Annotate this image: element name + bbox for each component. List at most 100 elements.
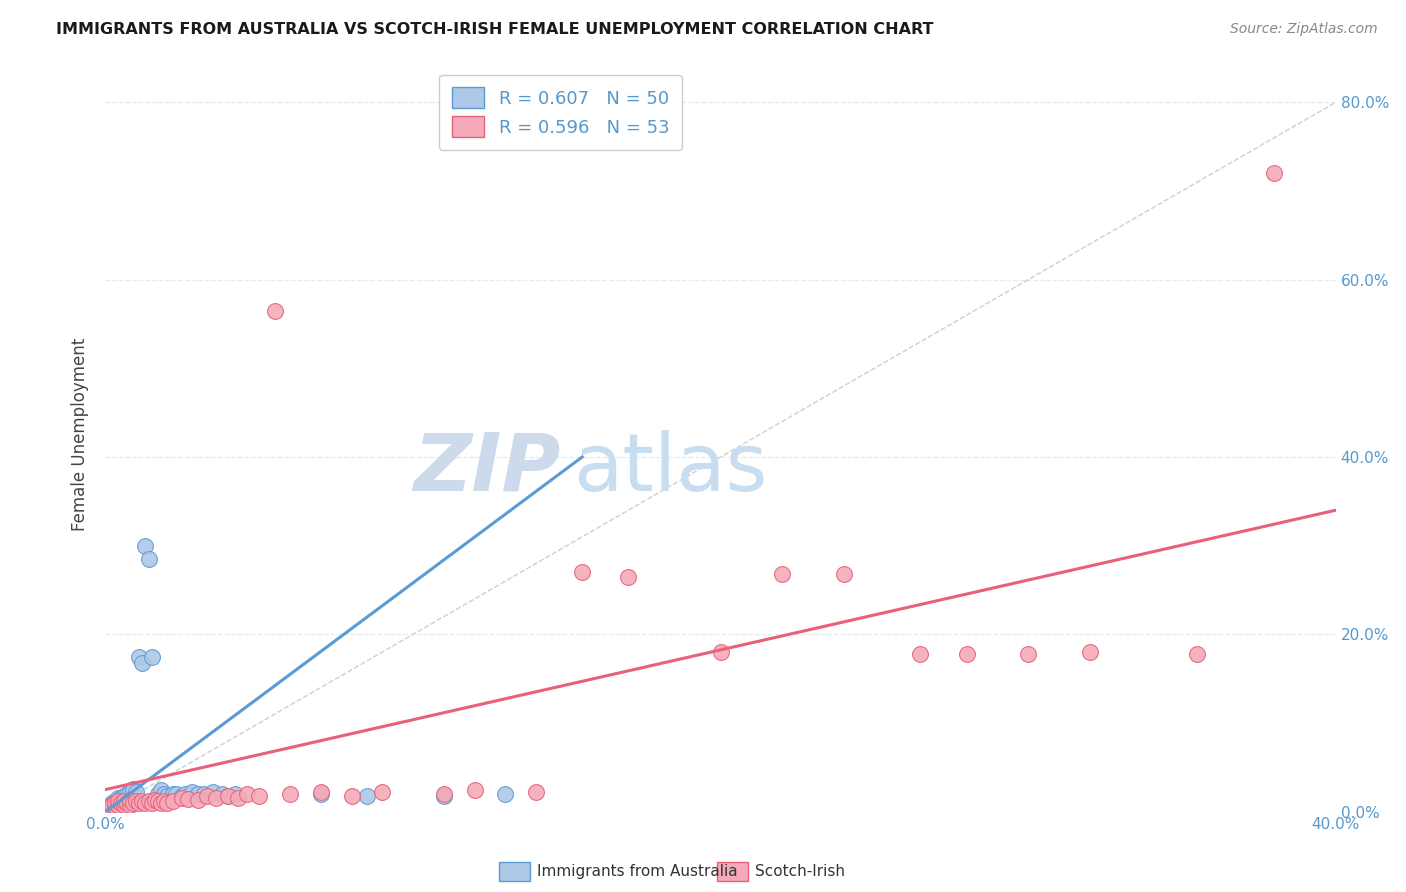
Point (162, 787, 184, 801)
Point (110, 791, 132, 805)
Point (125, 794, 148, 808)
Point (122, 796, 145, 810)
Point (156, 789, 179, 803)
Point (115, 787, 138, 801)
Point (120, 785, 141, 799)
Point (107, 797, 129, 812)
Point (112, 793, 135, 807)
Point (910, 647, 932, 661)
Point (172, 789, 194, 803)
Point (205, 790, 228, 805)
Point (122, 781, 145, 796)
Point (433, 787, 456, 801)
Point (141, 796, 163, 810)
Point (112, 789, 135, 803)
Point (107, 790, 129, 805)
Point (236, 787, 259, 801)
Point (224, 787, 246, 801)
Point (97, 800, 120, 814)
Point (120, 797, 141, 812)
Point (112, 797, 135, 812)
Point (1017, 647, 1039, 661)
Point (172, 791, 194, 805)
Text: ZIP: ZIP (413, 430, 561, 508)
Point (122, 789, 145, 803)
Point (104, 796, 127, 810)
Point (153, 787, 176, 801)
Point (141, 649, 163, 664)
Point (143, 793, 166, 807)
Point (115, 794, 138, 808)
Text: atlas: atlas (574, 430, 768, 508)
Point (832, 567, 855, 582)
Point (153, 794, 176, 808)
Point (138, 794, 160, 808)
Point (1187, 647, 1209, 661)
Point (120, 793, 141, 807)
Point (464, 782, 486, 797)
Point (187, 787, 209, 801)
Point (162, 794, 184, 808)
Point (195, 789, 218, 803)
Point (1078, 645, 1101, 659)
Point (263, 303, 285, 318)
Point (211, 787, 233, 801)
Point (309, 785, 332, 799)
Point (138, 552, 160, 566)
Point (100, 797, 122, 812)
Point (120, 791, 141, 805)
Point (104, 796, 127, 810)
Point (100, 800, 122, 814)
Point (107, 794, 129, 808)
Point (104, 798, 127, 813)
Point (218, 789, 240, 803)
Point (247, 789, 270, 803)
Point (110, 800, 132, 814)
Point (187, 793, 209, 807)
Point (107, 793, 129, 807)
Point (571, 566, 593, 580)
Text: IMMIGRANTS FROM AUSTRALIA VS SCOTCH-IRISH FEMALE UNEMPLOYMENT CORRELATION CHART: IMMIGRANTS FROM AUSTRALIA VS SCOTCH-IRIS… (56, 22, 934, 37)
Point (128, 796, 150, 810)
Point (710, 645, 733, 659)
Point (340, 789, 363, 803)
Point (146, 787, 169, 801)
Point (494, 787, 516, 801)
Point (149, 796, 172, 810)
Point (112, 797, 135, 812)
Point (131, 656, 153, 670)
Point (110, 796, 132, 810)
Point (110, 796, 132, 810)
Point (100, 797, 122, 812)
Point (100, 796, 122, 810)
Point (112, 794, 135, 808)
Y-axis label: Female Unemployment: Female Unemployment (72, 338, 90, 532)
Point (97, 799, 120, 814)
Point (107, 799, 129, 814)
Point (104, 794, 127, 808)
Point (433, 789, 456, 803)
Point (309, 787, 332, 801)
Point (278, 787, 301, 801)
Point (371, 785, 394, 799)
Point (128, 649, 150, 664)
Point (125, 785, 148, 799)
Point (156, 796, 179, 810)
Point (218, 789, 240, 803)
Point (524, 785, 547, 799)
Point (193, 787, 215, 801)
Point (149, 782, 172, 797)
Text: Source: ZipAtlas.com: Source: ZipAtlas.com (1230, 22, 1378, 37)
Point (770, 567, 793, 582)
Point (134, 539, 156, 553)
Point (177, 792, 200, 806)
Point (165, 787, 187, 801)
Text: Scotch-Irish: Scotch-Irish (755, 864, 845, 879)
Legend: R = 0.607   N = 50, R = 0.596   N = 53: R = 0.607 N = 50, R = 0.596 N = 53 (439, 75, 682, 150)
Point (617, 570, 640, 584)
Point (1263, 166, 1285, 180)
Point (146, 794, 169, 808)
Text: Immigrants from Australia: Immigrants from Australia (537, 864, 738, 879)
Point (134, 796, 156, 810)
Point (174, 787, 197, 801)
